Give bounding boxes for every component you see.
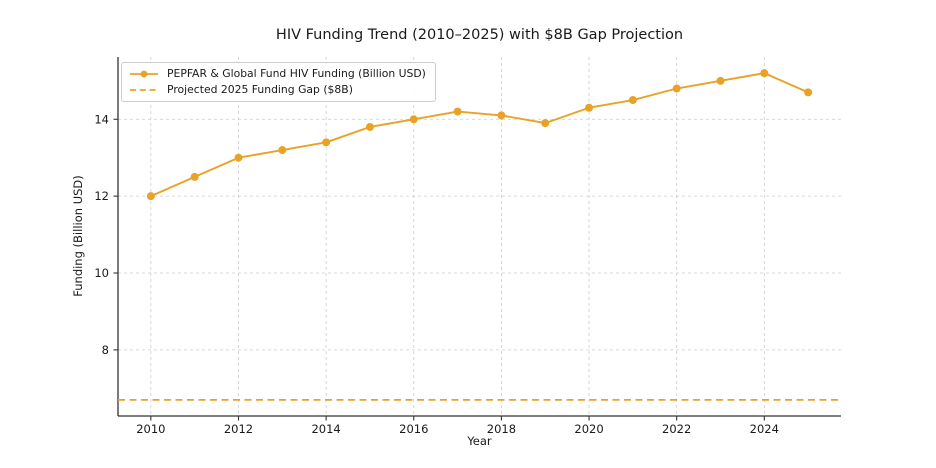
x-tick-label: 2020 [574, 422, 603, 436]
y-tick-label: 10 [94, 266, 109, 280]
x-tick-label: 2016 [399, 422, 428, 436]
funding-data-point [409, 115, 418, 124]
funding-data-point [716, 76, 725, 85]
dashed-line-swatch-icon [130, 88, 158, 91]
funding-data-point [672, 84, 681, 93]
funding-data-point [234, 153, 243, 162]
funding-data-point [365, 122, 374, 131]
x-axis-label: Year [467, 434, 492, 448]
funding-data-point [322, 138, 331, 147]
funding-data-point [146, 192, 155, 201]
funding-data-point [497, 111, 506, 120]
x-tick-label: 2018 [487, 422, 516, 436]
funding-data-point [278, 146, 287, 155]
funding-data-point [541, 119, 550, 128]
y-tick-label: 12 [94, 189, 109, 203]
x-tick-label: 2022 [662, 422, 691, 436]
funding-data-point [804, 88, 813, 97]
funding-data-point [585, 103, 594, 112]
funding-data-point [190, 172, 199, 181]
x-tick-label: 2014 [311, 422, 340, 436]
legend: PEPFAR & Global Fund HIV Funding (Billio… [121, 62, 436, 102]
legend-label-gap: Projected 2025 Funding Gap ($8B) [167, 83, 353, 96]
funding-data-point [453, 107, 462, 116]
solid-line-marker-swatch-icon [130, 70, 158, 77]
chart-title: HIV Funding Trend (2010–2025) with $8B G… [275, 27, 684, 43]
funding-data-point [628, 96, 637, 105]
legend-label-funding: PEPFAR & Global Fund HIV Funding (Billio… [167, 67, 426, 80]
legend-item-gap: Projected 2025 Funding Gap ($8B) [129, 83, 426, 96]
x-tick-label: 2010 [136, 422, 165, 436]
y-tick-label: 8 [102, 343, 109, 357]
funding-line [150, 72, 809, 198]
legend-item-funding: PEPFAR & Global Fund HIV Funding (Billio… [129, 67, 426, 80]
y-tick-label: 14 [94, 112, 109, 126]
x-tick-label: 2024 [750, 422, 779, 436]
x-tick-label: 2012 [224, 422, 253, 436]
funding-data-point [760, 69, 769, 78]
